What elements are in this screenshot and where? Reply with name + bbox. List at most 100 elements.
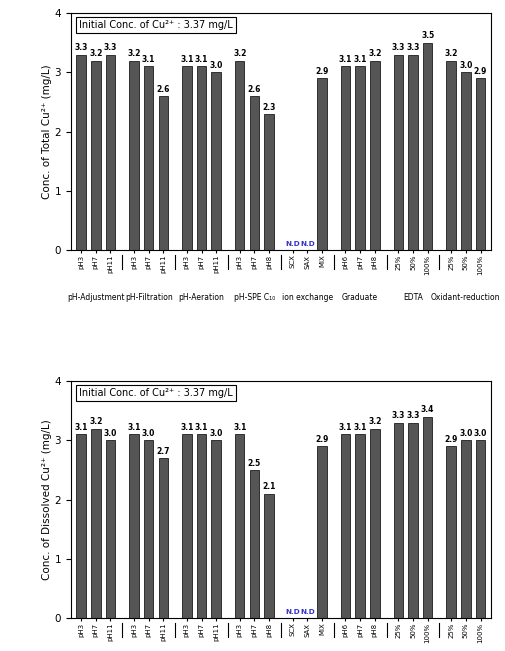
- Text: 2.5: 2.5: [247, 459, 261, 467]
- Bar: [317, 78, 326, 251]
- Bar: [422, 417, 432, 618]
- Bar: [340, 66, 349, 251]
- Bar: [460, 72, 470, 251]
- Text: 2.7: 2.7: [156, 447, 170, 456]
- Text: 2.3: 2.3: [262, 103, 275, 111]
- Y-axis label: Conc. of Dissolved Cu²⁺ (mg/L): Conc. of Dissolved Cu²⁺ (mg/L): [41, 419, 52, 580]
- Bar: [158, 96, 168, 251]
- Bar: [182, 434, 191, 618]
- Text: 3.2: 3.2: [368, 417, 381, 426]
- Text: ion exchange: ion exchange: [281, 293, 332, 302]
- Text: 2.6: 2.6: [157, 85, 170, 94]
- Bar: [106, 55, 115, 251]
- Text: 3.1: 3.1: [142, 55, 155, 64]
- Text: 3.0: 3.0: [458, 429, 472, 438]
- Text: 3.3: 3.3: [406, 43, 419, 52]
- Bar: [369, 61, 379, 251]
- Bar: [76, 434, 86, 618]
- Bar: [182, 66, 191, 251]
- Bar: [264, 114, 273, 251]
- Text: 3.0: 3.0: [209, 429, 223, 438]
- Bar: [196, 66, 206, 251]
- Text: pH-Adjustment: pH-Adjustment: [67, 293, 124, 302]
- Text: Initial Conc. of Cu²⁺ : 3.37 mg/L: Initial Conc. of Cu²⁺ : 3.37 mg/L: [79, 20, 232, 30]
- Bar: [393, 55, 402, 251]
- Bar: [475, 78, 484, 251]
- Text: N.D: N.D: [299, 609, 314, 615]
- Text: 2.1: 2.1: [262, 482, 275, 492]
- Text: 3.2: 3.2: [368, 49, 381, 58]
- Bar: [129, 61, 138, 251]
- Text: 3.4: 3.4: [420, 406, 433, 414]
- Bar: [76, 55, 86, 251]
- Bar: [129, 434, 138, 618]
- Text: 3.1: 3.1: [233, 423, 246, 432]
- Text: 3.2: 3.2: [443, 49, 457, 58]
- Text: 3.3: 3.3: [104, 43, 117, 52]
- Text: 3.0: 3.0: [142, 429, 155, 438]
- Text: 3.3: 3.3: [391, 411, 404, 420]
- Text: pH-Aeration: pH-Aeration: [178, 293, 224, 302]
- Bar: [196, 434, 206, 618]
- Text: 3.1: 3.1: [74, 423, 88, 432]
- Text: 3.1: 3.1: [338, 423, 351, 432]
- Text: 3.1: 3.1: [127, 423, 140, 432]
- Text: N.D: N.D: [299, 241, 314, 247]
- Bar: [422, 43, 432, 251]
- Bar: [445, 61, 455, 251]
- Bar: [264, 494, 273, 618]
- Bar: [355, 434, 364, 618]
- Text: 3.3: 3.3: [406, 411, 419, 420]
- Bar: [158, 458, 168, 618]
- Bar: [393, 422, 402, 618]
- Text: 3.2: 3.2: [89, 417, 103, 426]
- Text: Initial Conc. of Cu²⁺ : 3.37 mg/L: Initial Conc. of Cu²⁺ : 3.37 mg/L: [79, 388, 232, 398]
- Text: 3.1: 3.1: [194, 55, 208, 64]
- Bar: [249, 470, 259, 618]
- Bar: [143, 440, 153, 618]
- Bar: [234, 434, 244, 618]
- Bar: [445, 447, 455, 618]
- Y-axis label: Conc. of Total Cu²⁺ (mg/L): Conc. of Total Cu²⁺ (mg/L): [41, 64, 52, 199]
- Text: N.D: N.D: [285, 609, 299, 615]
- Text: pH-SPE C₁₀: pH-SPE C₁₀: [233, 293, 275, 302]
- Text: 2.9: 2.9: [473, 67, 486, 76]
- Text: 2.9: 2.9: [315, 435, 328, 444]
- Text: 3.0: 3.0: [104, 429, 117, 438]
- Text: N.D: N.D: [285, 241, 299, 247]
- Text: 2.6: 2.6: [247, 85, 261, 94]
- Text: Graduate: Graduate: [341, 293, 377, 302]
- Bar: [234, 61, 244, 251]
- Text: 3.0: 3.0: [473, 429, 486, 438]
- Bar: [211, 72, 221, 251]
- Text: 3.2: 3.2: [127, 49, 140, 58]
- Text: 3.2: 3.2: [89, 49, 103, 58]
- Bar: [408, 55, 417, 251]
- Text: 3.0: 3.0: [209, 61, 223, 70]
- Text: 3.3: 3.3: [74, 43, 88, 52]
- Text: 3.1: 3.1: [352, 55, 366, 64]
- Text: 3.0: 3.0: [458, 61, 472, 70]
- Bar: [460, 440, 470, 618]
- Bar: [408, 422, 417, 618]
- Bar: [91, 428, 100, 618]
- Bar: [355, 66, 364, 251]
- Bar: [369, 428, 379, 618]
- Bar: [475, 440, 484, 618]
- Text: 3.1: 3.1: [194, 423, 208, 432]
- Text: 3.3: 3.3: [391, 43, 404, 52]
- Text: 2.9: 2.9: [315, 67, 328, 76]
- Text: 3.5: 3.5: [420, 31, 433, 40]
- Bar: [211, 440, 221, 618]
- Bar: [106, 440, 115, 618]
- Text: Oxidant-reduction: Oxidant-reduction: [430, 293, 499, 302]
- Text: 3.1: 3.1: [352, 423, 366, 432]
- Text: 3.1: 3.1: [180, 55, 193, 64]
- Text: 2.9: 2.9: [443, 435, 457, 444]
- Text: 3.1: 3.1: [338, 55, 351, 64]
- Bar: [317, 447, 326, 618]
- Bar: [91, 61, 100, 251]
- Bar: [340, 434, 349, 618]
- Bar: [249, 96, 259, 251]
- Text: 3.2: 3.2: [233, 49, 246, 58]
